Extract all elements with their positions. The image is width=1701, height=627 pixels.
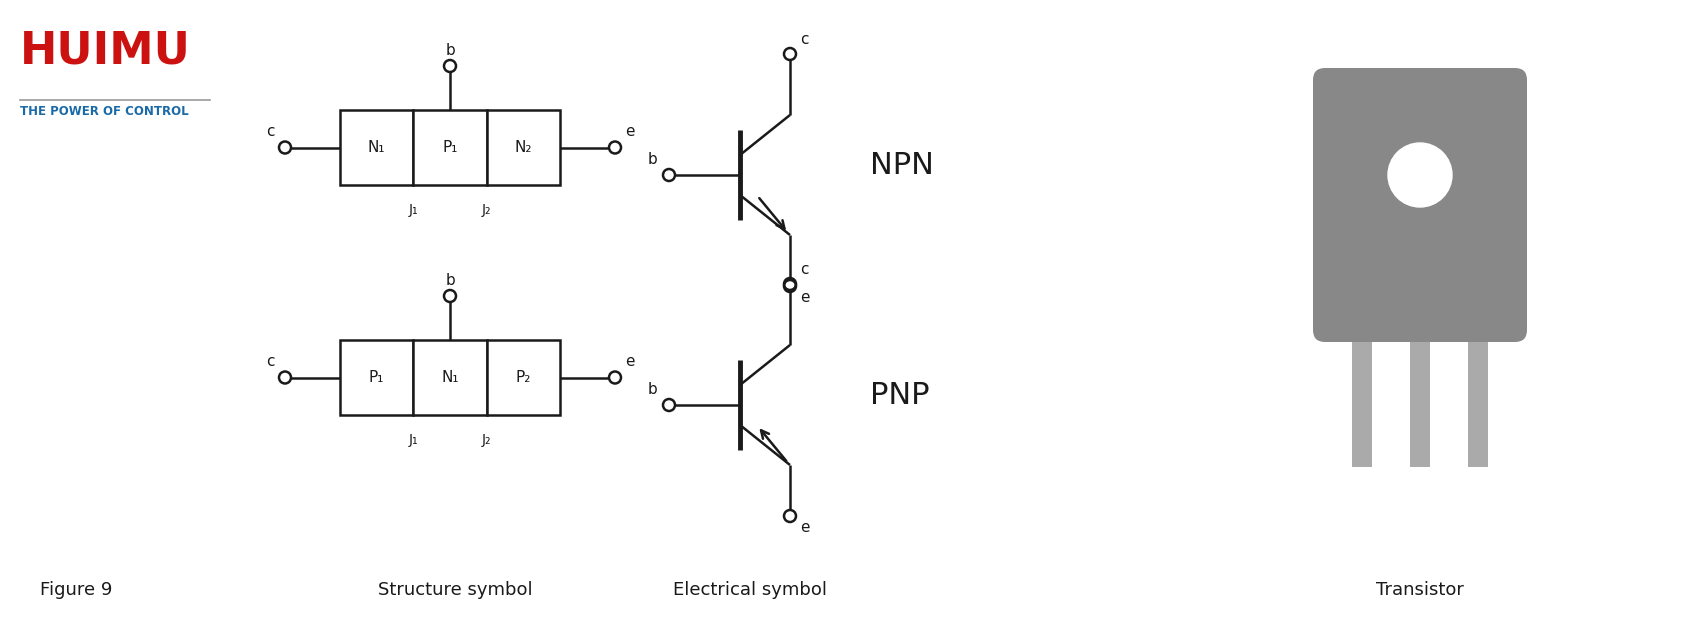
Text: e: e: [799, 290, 810, 305]
Bar: [340, 110, 413, 185]
Bar: [1468, 322, 1488, 467]
Text: N₂: N₂: [515, 140, 532, 155]
Bar: [486, 110, 560, 185]
Text: e: e: [799, 520, 810, 535]
Text: N₁: N₁: [441, 370, 459, 385]
Text: e: e: [624, 125, 634, 139]
Text: HUIMU: HUIMU: [20, 30, 191, 73]
Text: e: e: [624, 354, 634, 369]
Text: P₁: P₁: [369, 370, 384, 385]
Text: J₁: J₁: [408, 433, 418, 447]
Text: c: c: [799, 32, 808, 47]
Text: b: b: [648, 152, 657, 167]
Text: b: b: [648, 382, 657, 397]
Text: Electrical symbol: Electrical symbol: [674, 581, 827, 599]
Bar: [340, 340, 413, 415]
Bar: [413, 340, 486, 415]
Bar: [1410, 322, 1431, 467]
Text: c: c: [267, 125, 276, 139]
Circle shape: [1388, 143, 1453, 207]
Text: Transistor: Transistor: [1376, 581, 1465, 599]
Text: b: b: [446, 273, 454, 288]
Text: J₂: J₂: [481, 433, 492, 447]
Text: PNP: PNP: [869, 381, 929, 409]
Text: J₁: J₁: [408, 203, 418, 217]
Text: P₁: P₁: [442, 140, 458, 155]
Bar: [413, 110, 486, 185]
Text: J₂: J₂: [481, 203, 492, 217]
Bar: [486, 340, 560, 415]
Text: N₁: N₁: [367, 140, 386, 155]
Bar: [1352, 322, 1373, 467]
Text: c: c: [799, 262, 808, 277]
FancyBboxPatch shape: [1313, 68, 1527, 342]
Text: Figure 9: Figure 9: [41, 581, 112, 599]
Text: c: c: [267, 354, 276, 369]
Text: b: b: [446, 43, 454, 58]
Text: Structure symbol: Structure symbol: [378, 581, 532, 599]
Text: THE POWER OF CONTROL: THE POWER OF CONTROL: [20, 105, 189, 118]
Text: P₂: P₂: [515, 370, 531, 385]
Text: NPN: NPN: [869, 150, 934, 179]
